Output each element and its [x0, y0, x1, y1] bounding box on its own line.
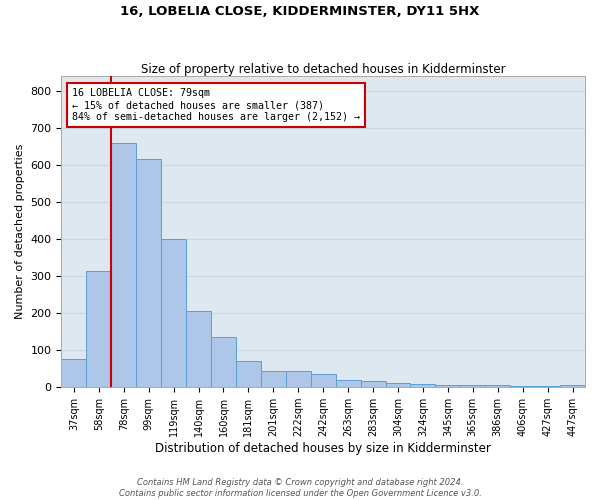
Title: Size of property relative to detached houses in Kidderminster: Size of property relative to detached ho… — [141, 63, 506, 76]
Bar — [361, 380, 386, 387]
Bar — [510, 386, 535, 387]
X-axis label: Distribution of detached houses by size in Kidderminster: Distribution of detached houses by size … — [155, 442, 491, 455]
Bar — [86, 270, 111, 387]
Bar — [485, 386, 510, 387]
Bar — [136, 160, 161, 387]
Bar — [211, 337, 236, 387]
Bar — [236, 362, 261, 387]
Text: 16, LOBELIA CLOSE, KIDDERMINSTER, DY11 5HX: 16, LOBELIA CLOSE, KIDDERMINSTER, DY11 5… — [121, 5, 479, 18]
Bar — [560, 386, 585, 387]
Bar — [286, 370, 311, 387]
Bar — [61, 360, 86, 387]
Bar — [410, 384, 436, 387]
Bar — [261, 370, 286, 387]
Bar — [386, 383, 410, 387]
Bar — [311, 374, 335, 387]
Bar — [335, 380, 361, 387]
Bar — [535, 386, 560, 387]
Y-axis label: Number of detached properties: Number of detached properties — [15, 144, 25, 320]
Bar — [186, 312, 211, 387]
Text: 16 LOBELIA CLOSE: 79sqm
← 15% of detached houses are smaller (387)
84% of semi-d: 16 LOBELIA CLOSE: 79sqm ← 15% of detache… — [72, 88, 360, 122]
Bar — [111, 142, 136, 387]
Text: Contains HM Land Registry data © Crown copyright and database right 2024.
Contai: Contains HM Land Registry data © Crown c… — [119, 478, 481, 498]
Bar — [436, 385, 460, 387]
Bar — [161, 239, 186, 387]
Bar — [460, 386, 485, 387]
